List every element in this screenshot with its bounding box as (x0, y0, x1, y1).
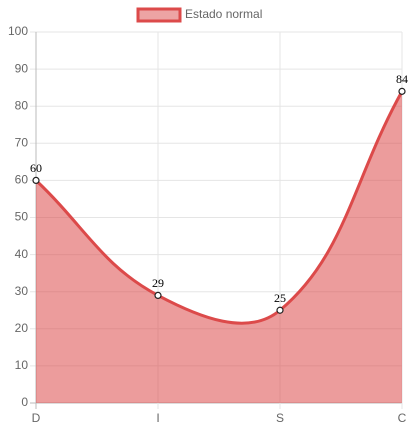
area (36, 91, 402, 404)
line (34, 90, 404, 325)
x-tick-label: S (276, 411, 284, 425)
point[interactable] (154, 291, 162, 300)
y-tick-label: 10 (15, 358, 29, 372)
x-tick-label: D (32, 411, 41, 425)
y-tick-label: 50 (15, 210, 29, 224)
legend-label[interactable]: Estado normal (185, 7, 262, 21)
data-label: 84 (396, 72, 408, 86)
data-label: 29 (152, 276, 164, 290)
x-tick-label: I (156, 411, 159, 425)
legend-swatch[interactable] (136, 7, 182, 23)
y-tick-label: 80 (15, 98, 29, 112)
y-tick-label: 60 (15, 173, 29, 187)
y-tick-label: 100 (8, 24, 28, 38)
x-tick-label: C (398, 411, 407, 425)
y-tick-label: 0 (21, 395, 28, 409)
y-tick-label: 30 (15, 284, 29, 298)
point[interactable] (32, 176, 40, 184)
y-tick-label: 70 (15, 135, 29, 149)
data-label: 25 (274, 291, 286, 305)
y-tick-label: 20 (15, 321, 29, 335)
y-tick-label: 40 (15, 247, 29, 261)
point[interactable] (276, 306, 284, 314)
data-label: 60 (30, 161, 42, 175)
y-tick-label: 90 (15, 61, 29, 75)
point[interactable] (398, 87, 406, 95)
